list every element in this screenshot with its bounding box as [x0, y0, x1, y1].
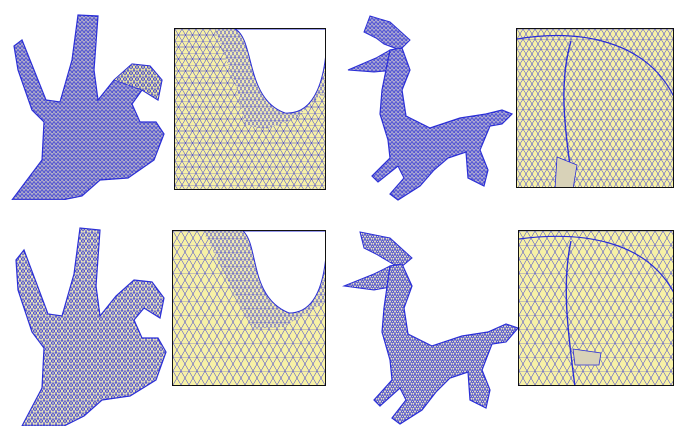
- hand-zoom-bottom: [172, 230, 326, 386]
- horse-zoom-top: [516, 28, 674, 188]
- hand-mesh-top: [2, 10, 170, 200]
- horse-mesh-top: [340, 10, 518, 206]
- horse-mesh-bottom: [340, 224, 520, 428]
- horse-zoom-bottom: [518, 230, 674, 386]
- hand-mesh-bottom: [2, 220, 170, 426]
- hand-zoom-top: [174, 28, 326, 190]
